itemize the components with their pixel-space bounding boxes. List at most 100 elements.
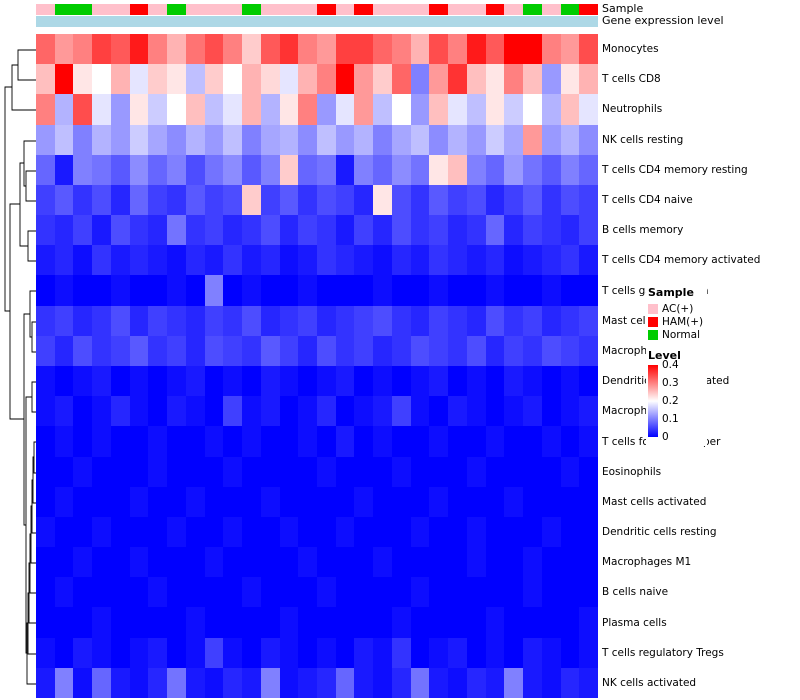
heatmap-cell [391, 124, 411, 155]
heatmap-cell [129, 124, 149, 155]
heatmap-cell [504, 275, 524, 306]
heatmap-cell [298, 426, 317, 457]
heatmap-cell [391, 64, 411, 95]
heatmap-cell [148, 215, 168, 246]
heatmap-cell [279, 547, 299, 578]
heatmap-cell [204, 547, 224, 578]
heatmap-cell [354, 607, 374, 638]
heatmap-cell [110, 245, 130, 276]
heatmap-cell [317, 486, 336, 517]
heatmap-cell [523, 275, 542, 306]
heatmap-cell [317, 335, 336, 366]
heatmap-cell [335, 365, 355, 397]
heatmap-cell [466, 516, 486, 548]
legend-sample-entry: Normal [648, 328, 703, 341]
heatmap-cell [410, 245, 430, 276]
heatmap-cell [373, 516, 392, 548]
heatmap-cell [335, 637, 355, 668]
heatmap-cell [129, 426, 149, 457]
heatmap-cell [410, 547, 430, 578]
heatmap-cell [110, 486, 130, 517]
heatmap-cell [429, 305, 449, 336]
heatmap-cell [523, 547, 542, 578]
heatmap-cell [466, 486, 486, 517]
row-label: B cells memory [602, 224, 684, 237]
heatmap-cell [485, 124, 505, 155]
heatmap-cell [260, 547, 280, 578]
heatmap-cell [129, 516, 149, 548]
heatmap-cell [317, 426, 336, 457]
heatmap-cell [579, 184, 598, 216]
heatmap-cell [541, 365, 561, 397]
sample-annotation-cell [429, 4, 449, 15]
heatmap-cell [448, 516, 467, 548]
heatmap-cell [541, 335, 561, 366]
annotation-label-sample: Sample [602, 2, 644, 15]
heatmap-cell [110, 547, 130, 578]
row-label: NK cells resting [602, 133, 684, 146]
heatmap-cell [148, 577, 168, 608]
heatmap-cell [54, 124, 74, 155]
heatmap-cell [448, 215, 467, 246]
heatmap-cell [185, 667, 205, 698]
heatmap-cell [354, 486, 374, 517]
heatmap-cell [485, 34, 505, 65]
heatmap-cell [298, 245, 317, 276]
heatmap-cell [466, 456, 486, 487]
heatmap-cell [298, 184, 317, 216]
heatmap-cell [429, 667, 449, 698]
heatmap-cell [92, 516, 111, 548]
heatmap-cell [579, 486, 598, 517]
heatmap-cell [36, 365, 55, 397]
heatmap-cell [129, 607, 149, 638]
heatmap-cell [279, 124, 299, 155]
heatmap-cell [110, 577, 130, 608]
heatmap-cell [317, 547, 336, 578]
heatmap-cell [279, 396, 299, 427]
heatmap-cell [185, 365, 205, 397]
heatmap-cell [373, 245, 392, 276]
heatmap-cell [410, 486, 430, 517]
heatmap-cell [242, 64, 261, 95]
heatmap-cell [298, 547, 317, 578]
heatmap-cell [54, 456, 74, 487]
heatmap-cell [185, 486, 205, 517]
heatmap-cell [185, 426, 205, 457]
heatmap-cell [579, 305, 598, 336]
sample-annotation-cell [110, 4, 130, 15]
heatmap-cell [335, 64, 355, 95]
heatmap-cell [448, 396, 467, 427]
heatmap-cell [260, 516, 280, 548]
heatmap-cell [560, 396, 580, 427]
sample-annotation-cell [260, 4, 280, 15]
heatmap-cell [167, 64, 186, 95]
heatmap-cell [391, 275, 411, 306]
heatmap-cell [73, 215, 93, 246]
sample-annotation-cell [167, 4, 186, 15]
heatmap-cell [92, 215, 111, 246]
heatmap-cell [185, 396, 205, 427]
heatmap-cell [110, 516, 130, 548]
heatmap-cell [560, 667, 580, 698]
heatmap-cell [317, 577, 336, 608]
heatmap-cell [373, 64, 392, 95]
heatmap-cell [204, 64, 224, 95]
row-label: T cells regulatory Tregs [602, 646, 724, 659]
sample-annotation-cell [504, 4, 524, 15]
heatmap-cell [148, 637, 168, 668]
heatmap-cell [504, 365, 524, 397]
heatmap-cell [260, 607, 280, 638]
sample-annotation-cell [354, 4, 374, 15]
row-label: T cells CD4 naive [602, 194, 693, 207]
heatmap-cell [110, 124, 130, 155]
heatmap-cell [223, 547, 243, 578]
heatmap-cell [73, 547, 93, 578]
heatmap-cell [110, 456, 130, 487]
heatmap-cell [92, 637, 111, 668]
row-label: Macrophages M1 [602, 556, 692, 569]
heatmap-cell [279, 34, 299, 65]
heatmap-cell [410, 365, 430, 397]
heatmap-cell [317, 275, 336, 306]
heatmap-cell [429, 637, 449, 668]
heatmap-cell [354, 637, 374, 668]
